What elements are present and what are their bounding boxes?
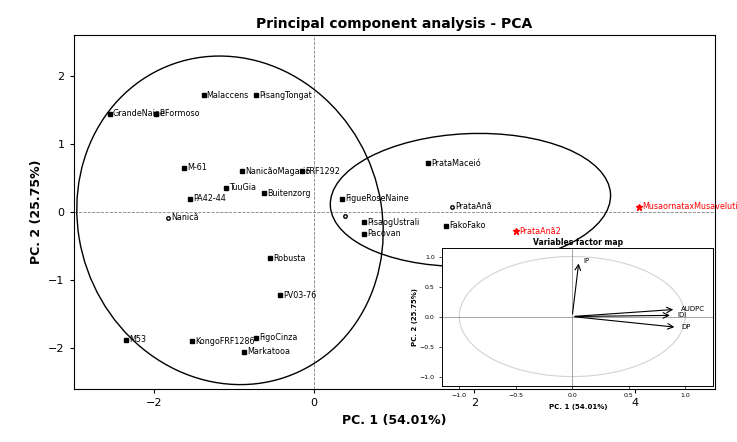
Text: PisangTongat: PisangTongat — [259, 91, 312, 100]
Text: Robusta: Robusta — [273, 254, 306, 263]
Text: FigoCinza: FigoCinza — [259, 333, 298, 343]
Text: FigueRoseNaine: FigueRoseNaine — [346, 194, 409, 203]
X-axis label: PC. 1 (54.01%): PC. 1 (54.01%) — [548, 404, 607, 410]
Text: Markatooa: Markatooa — [247, 347, 290, 356]
Title: Principal component analysis - PCA: Principal component analysis - PCA — [256, 17, 532, 31]
Text: IP: IP — [584, 258, 590, 264]
Text: GrandeNaine: GrandeNaine — [113, 109, 166, 118]
Y-axis label: PC. 2 (25.75%): PC. 2 (25.75%) — [413, 288, 419, 346]
X-axis label: PC. 1 (54.01%): PC. 1 (54.01%) — [342, 414, 447, 427]
Text: AUDPC: AUDPC — [680, 306, 705, 312]
Y-axis label: PC. 2 (25.75%): PC. 2 (25.75%) — [29, 160, 43, 264]
Text: PrataAnã: PrataAnã — [455, 202, 492, 211]
Text: PV03-76: PV03-76 — [284, 291, 317, 300]
Text: KongoFRF1286: KongoFRF1286 — [195, 337, 255, 346]
Text: Pacovan: Pacovan — [367, 229, 401, 238]
Text: P.Formoso: P.Formoso — [159, 109, 200, 118]
Text: M53: M53 — [129, 335, 146, 344]
Text: PrataAnã2: PrataAnã2 — [520, 227, 561, 236]
Text: TuuGia: TuuGia — [229, 183, 256, 192]
Title: Variables factor map: Variables factor map — [533, 238, 623, 247]
Text: PA42-44: PA42-44 — [193, 194, 226, 203]
Text: PrataMaceió: PrataMaceió — [431, 159, 481, 168]
Text: FRF1292: FRF1292 — [305, 167, 340, 176]
Text: Nanicã: Nanicã — [172, 213, 199, 222]
Text: M-61: M-61 — [187, 164, 207, 172]
Text: FakoFako: FakoFako — [450, 221, 486, 230]
Text: IDI: IDI — [677, 312, 686, 318]
Text: Malaccens: Malaccens — [207, 91, 249, 100]
Text: PisaogUstrali: PisaogUstrali — [367, 218, 419, 227]
Text: MusaornataxMusavelutina: MusaornataxMusavelutina — [642, 202, 737, 211]
Text: Buitenzorg: Buitenzorg — [268, 189, 311, 198]
Text: NanicãoMagario: NanicãoMagario — [245, 167, 310, 176]
Text: DP: DP — [682, 324, 691, 330]
